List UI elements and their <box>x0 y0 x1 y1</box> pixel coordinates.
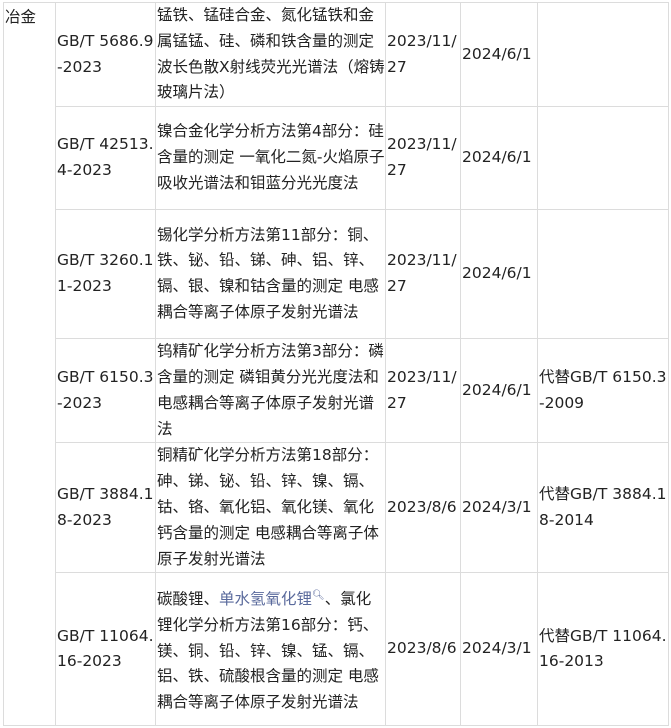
table-row: 冶金 GB/T 5686.9-2023 锰铁、锰硅合金、氮化锰铁和金属锰锰、硅、… <box>3 1 669 727</box>
code-cell: GB/T 3884.18-2023 <box>55 442 156 574</box>
category-cell: 冶金 <box>3 1 56 727</box>
replace-cell: 代替GB/T 3884.18-2014 <box>537 442 669 574</box>
effective-date-cell: 2024/6/1 <box>460 1 538 108</box>
title-cell: 锰铁、锰硅合金、氮化锰铁和金属锰锰、硅、磷和铁含量的测定 波长色散X射线荧光光谱… <box>155 1 386 108</box>
table-row: GB/T 42513.4-2023 镍合金化学分析方法第4部分：硅含量的测定 一… <box>4 106 669 211</box>
title-cell: 碳酸锂、单水氢氧化锂🔍︎、氯化锂化学分析方法第16部分：钙、镁、铜、铅、锌、镍、… <box>155 572 386 727</box>
title-cell: 铜精矿化学分析方法第18部分：砷、锑、铋、铅、锌、镍、镉、钴、铬、氧化铝、氧化镁… <box>155 442 386 574</box>
search-icon[interactable]: 🔍︎ <box>312 589 325 601</box>
table-row: GB/T 11064.16-2023 碳酸锂、单水氢氧化锂🔍︎、氯化锂化学分析方… <box>4 572 669 727</box>
effective-date-cell: 2024/3/1 <box>460 442 538 574</box>
publish-date-cell: 2023/11/27 <box>385 338 461 444</box>
publish-date-cell: 2023/11/27 <box>385 209 461 340</box>
title-text: 、氯化锂化学分析方法第16部分：钙、镁、铜、铅、锌、镍、锰、镉、铝、铁、硫酸根含… <box>157 589 379 712</box>
publish-date-cell: 2023/11/27 <box>385 106 461 211</box>
replace-cell <box>537 106 669 211</box>
replace-cell: 代替GB/T 6150.3-2009 <box>537 338 669 444</box>
code-cell: GB/T 3260.11-2023 <box>55 209 156 340</box>
code-cell: GB/T 42513.4-2023 <box>55 106 156 211</box>
publish-date-cell: 2023/8/6 <box>385 572 461 727</box>
table-row: GB/T 3884.18-2023 铜精矿化学分析方法第18部分：砷、锑、铋、铅… <box>4 442 669 574</box>
title-cell: 镍合金化学分析方法第4部分：硅含量的测定 一氧化二氮-火焰原子吸收光谱法和钼蓝分… <box>155 106 386 211</box>
effective-date-cell: 2024/6/1 <box>460 209 538 340</box>
effective-date-cell: 2024/6/1 <box>460 106 538 211</box>
table-row: GB/T 3260.11-2023 锡化学分析方法第11部分：铜、铁、铋、铅、锑… <box>4 209 669 340</box>
code-cell: GB/T 5686.9-2023 <box>55 1 156 108</box>
title-text: 碳酸锂、 <box>157 589 220 608</box>
replace-cell <box>537 1 669 108</box>
effective-date-cell: 2024/6/1 <box>460 338 538 444</box>
title-cell: 锡化学分析方法第11部分：铜、铁、铋、铅、锑、砷、铝、锌、镉、银、镍和钴含量的测… <box>155 209 386 340</box>
code-cell: GB/T 11064.16-2023 <box>55 572 156 727</box>
standards-table: 冶金 GB/T 5686.9-2023 锰铁、锰硅合金、氮化锰铁和金属锰锰、硅、… <box>3 1 669 727</box>
publish-date-cell: 2023/8/6 <box>385 442 461 574</box>
code-cell: GB/T 6150.3-2023 <box>55 338 156 444</box>
keyword-link[interactable]: 单水氢氧化锂 <box>219 589 313 608</box>
publish-date-cell: 2023/11/27 <box>385 1 461 108</box>
table-row: GB/T 6150.3-2023 钨精矿化学分析方法第3部分：磷含量的测定 磷钼… <box>4 338 669 444</box>
replace-cell <box>537 209 669 340</box>
effective-date-cell: 2024/3/1 <box>460 572 538 727</box>
replace-cell: 代替GB/T 11064.16-2013 <box>537 572 669 727</box>
title-cell: 钨精矿化学分析方法第3部分：磷含量的测定 磷钼黄分光光度法和电感耦合等离子体原子… <box>155 338 386 444</box>
